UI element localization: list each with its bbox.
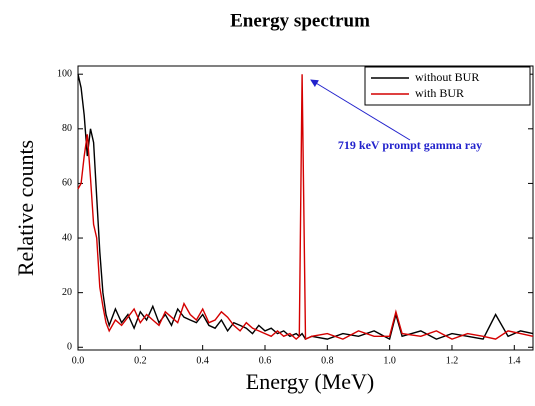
- legend-label: with BUR: [415, 86, 464, 100]
- y-tick-label: 60: [62, 178, 72, 189]
- x-tick-label: 1.4: [508, 355, 521, 366]
- y-tick-label: 20: [62, 287, 72, 298]
- legend-box: [364, 66, 531, 106]
- legend-label: without BUR: [415, 70, 479, 84]
- y-axis-label: Relative counts: [13, 140, 38, 276]
- series-line: [77, 74, 534, 341]
- x-tick-label: 0.2: [134, 355, 147, 366]
- x-tick-label: 1.0: [383, 355, 396, 366]
- x-tick-label: 0.0: [72, 355, 85, 366]
- annotation: 719 keV prompt gamma ray: [338, 138, 482, 152]
- x-tick-label: 0.6: [259, 355, 272, 366]
- x-tick-label: 0.4: [196, 355, 209, 366]
- y-tick-label: 80: [62, 123, 72, 134]
- annotation-arrow: [310, 79, 411, 141]
- plot-frame: [77, 65, 534, 351]
- y-tick-label: 40: [62, 232, 72, 243]
- x-axis-label: Energy (MeV): [246, 369, 375, 394]
- x-tick-label: 0.8: [321, 355, 334, 366]
- chart-title: Energy spectrum: [230, 10, 370, 31]
- y-tick-label: 0: [67, 342, 72, 353]
- x-tick-label: 1.2: [446, 355, 459, 366]
- y-tick-label: 100: [57, 68, 72, 79]
